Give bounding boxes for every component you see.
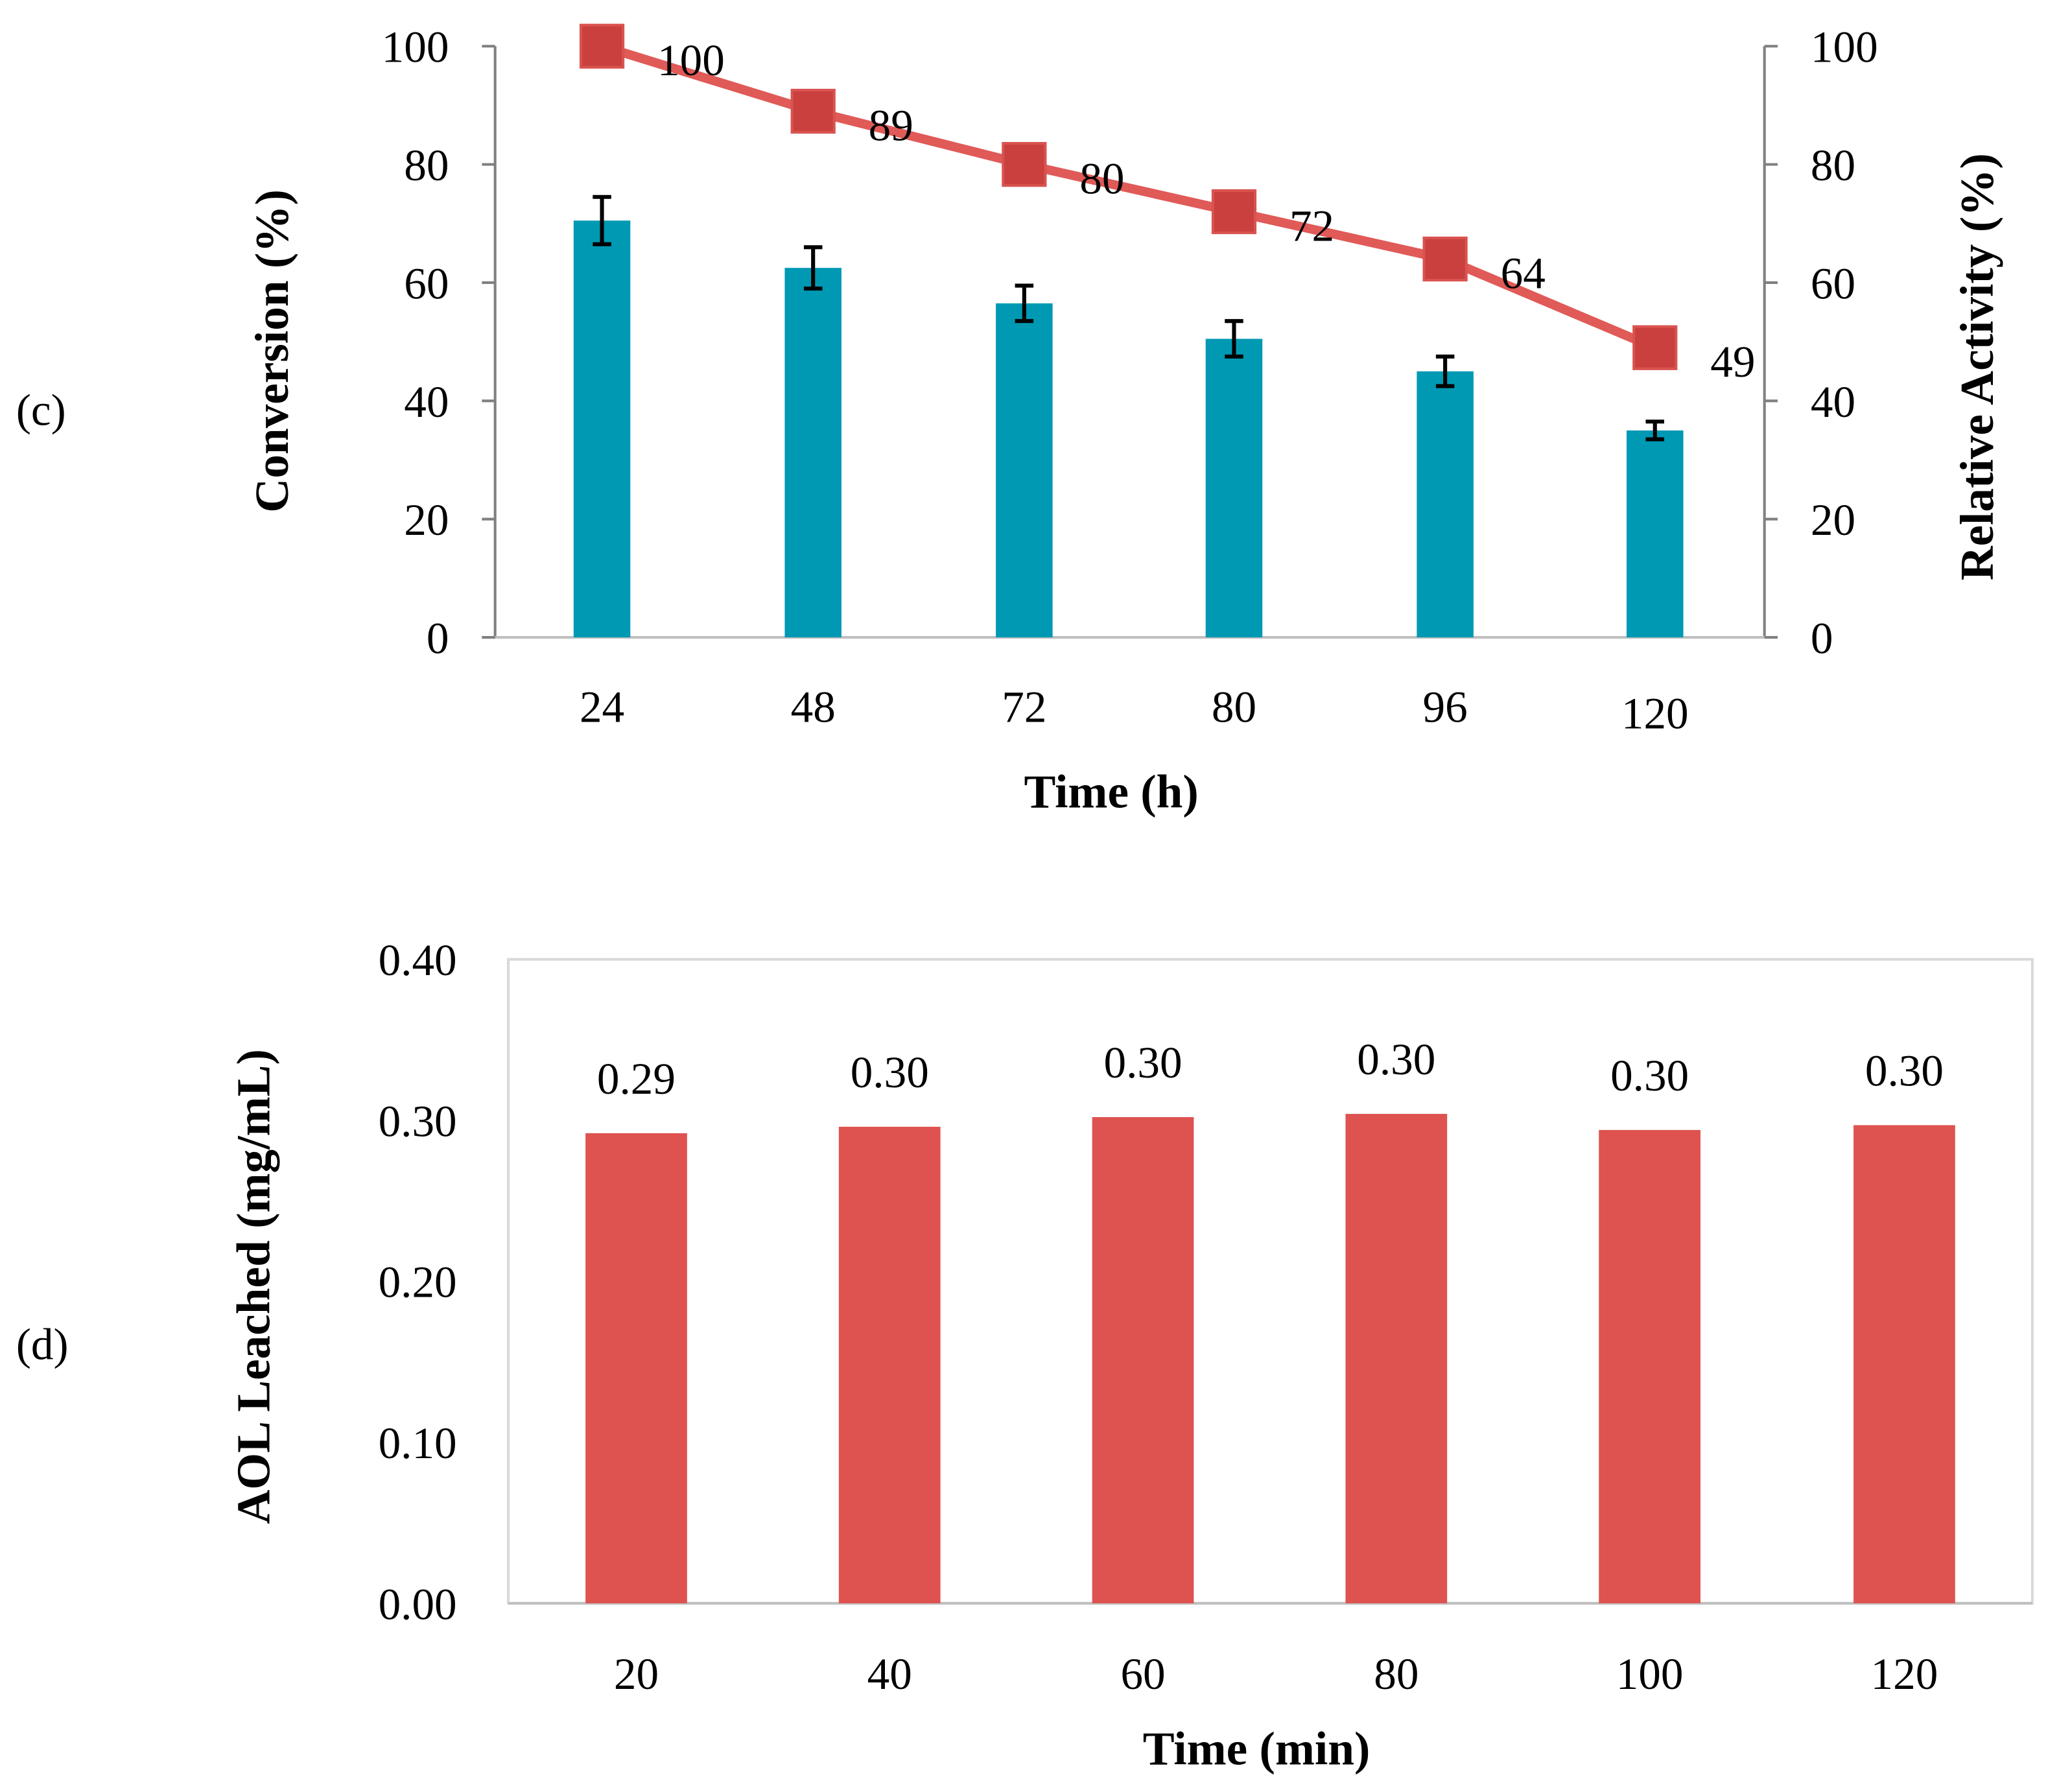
chart-d: (d) 0.00 0.10 0.20 0.30 0.40 20 40 60 80 100 120 0.…: [16, 935, 2034, 1774]
bar: [1345, 1114, 1448, 1603]
y2-tick-label: 100: [1811, 22, 1878, 72]
x-tick-label: 100: [1616, 1649, 1684, 1699]
x-tick-label: 80: [1374, 1649, 1418, 1699]
bar: [585, 1133, 687, 1603]
y2-tick-label: 60: [1811, 258, 1855, 308]
chart-c: (c) 0 20 40 60 80 100 0 20 40 60 80 100 24 48 72 80 96 12…: [16, 22, 2003, 818]
line-marker: [1422, 236, 1468, 282]
x-tick-label: 120: [1621, 689, 1689, 738]
y2-tick-label: 20: [1811, 495, 1855, 545]
x-axis-title-c: Time (h): [1024, 766, 1199, 818]
y2-tick-label: 40: [1811, 377, 1855, 427]
panel-label-c: (c): [16, 384, 66, 434]
y-tick-label: 60: [404, 258, 449, 308]
line-marker: [579, 23, 625, 69]
data-label: 100: [657, 35, 725, 85]
line-series: [600, 41, 1657, 352]
data-label: 0.30: [1865, 1045, 1944, 1095]
error-bar: [1435, 354, 1455, 388]
bar: [996, 303, 1053, 638]
data-label: 0.30: [1610, 1050, 1689, 1100]
x-tick-label: 72: [1002, 681, 1046, 731]
x-tick-label: 80: [1212, 681, 1256, 731]
line-marker: [1632, 325, 1678, 370]
y-tick-label: 100: [382, 22, 449, 72]
y2-axis-title-c: Relative Activity (%): [1951, 153, 2003, 580]
data-label: 64: [1501, 248, 1546, 298]
bar: [1205, 338, 1263, 638]
data-label: 49: [1710, 336, 1755, 386]
line-marker: [790, 88, 836, 134]
y2-tick-label: 80: [1811, 140, 1855, 190]
y-tick-label: 80: [404, 140, 449, 190]
data-label: 0.30: [851, 1047, 929, 1097]
bar: [784, 268, 841, 638]
error-bar: [1015, 283, 1034, 324]
x-tick-label: 40: [867, 1649, 912, 1699]
line-marker: [1002, 142, 1047, 187]
x-tick-label: 48: [791, 681, 836, 731]
data-label: 89: [869, 100, 913, 150]
y-axis-title-d: AOL Leached (mg/mL): [228, 1049, 280, 1524]
bar: [838, 1126, 941, 1603]
y2-tick-label: 0: [1811, 613, 1833, 663]
data-label: 72: [1289, 200, 1334, 250]
y-axis-title-c: Conversion (%): [246, 189, 298, 513]
error-bar: [593, 195, 611, 246]
bar: [1417, 371, 1474, 638]
y-tick-label: 0.30: [379, 1096, 457, 1146]
y-tick-label: 0.40: [379, 935, 457, 985]
x-axis-title-d: Time (min): [1143, 1722, 1371, 1774]
x-tick-label: 60: [1120, 1649, 1165, 1699]
bar: [573, 220, 631, 638]
plot-border: [507, 958, 2034, 1605]
y-tick-label: 0.00: [379, 1579, 457, 1629]
y-tick-label: 40: [404, 377, 449, 427]
bar: [1599, 1129, 1700, 1603]
bar: [1853, 1125, 1955, 1603]
error-bar: [803, 245, 823, 291]
data-label: 0.30: [1357, 1034, 1435, 1084]
x-tick-label: 120: [1871, 1649, 1938, 1699]
y-tick-label: 20: [404, 495, 449, 545]
bar: [1626, 430, 1684, 638]
panel-label-d: (d): [16, 1319, 69, 1369]
y-tick-label: 0.20: [379, 1257, 457, 1307]
error-bar: [1645, 419, 1665, 442]
line-marker: [1211, 189, 1257, 235]
data-label: 80: [1079, 153, 1124, 203]
bar: [1092, 1117, 1194, 1603]
x-tick-label: 96: [1423, 681, 1468, 731]
y-tick-label: 0: [427, 613, 449, 663]
x-tick-label: 24: [580, 681, 624, 731]
y-tick-label: 0.10: [379, 1418, 457, 1468]
data-label: 0.29: [597, 1054, 676, 1103]
error-bar: [1225, 319, 1243, 359]
data-label: 0.30: [1104, 1037, 1182, 1087]
x-tick-label: 20: [614, 1649, 659, 1699]
